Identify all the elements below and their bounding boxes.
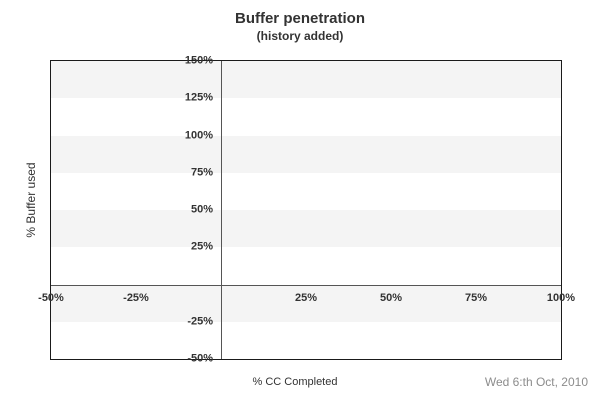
chart-title: Buffer penetration bbox=[234, 10, 365, 27]
plot-area: 150% 125% 100% 75% 50% 25% -25% -50% -50% -25% 25%… bbox=[38, 55, 575, 365]
x-tick-label: -50% bbox=[38, 291, 64, 304]
y-tick-label: 100% bbox=[184, 129, 213, 141]
y-tick-label: 50% bbox=[190, 203, 213, 216]
grid-band bbox=[51, 98, 561, 136]
grid-band bbox=[51, 210, 561, 248]
chart-subtitle: (history added) bbox=[256, 29, 344, 43]
grid-band bbox=[51, 172, 561, 210]
grid-band bbox=[51, 135, 561, 173]
date-stamp: Wed 6:th Oct, 2010 bbox=[484, 375, 588, 389]
grid-band bbox=[51, 247, 561, 285]
y-tick-label: 150% bbox=[184, 54, 213, 67]
x-tick-label: 75% bbox=[464, 291, 488, 304]
x-tick-label: 25% bbox=[294, 291, 318, 304]
y-axis-title: % Buffer used bbox=[24, 162, 38, 238]
x-axis-zero-line bbox=[51, 284, 561, 286]
y-tick-label: 125% bbox=[184, 91, 213, 104]
y-tick-label: -50% bbox=[187, 352, 213, 365]
x-tick-label: -25% bbox=[123, 291, 149, 304]
x-tick-label: 100% bbox=[546, 291, 576, 304]
grid-band bbox=[51, 321, 561, 359]
y-tick-label: 75% bbox=[190, 166, 213, 179]
y-tick-label: -25% bbox=[187, 315, 213, 328]
x-tick-label: 50% bbox=[379, 291, 403, 304]
x-axis-title: % CC Completed bbox=[252, 376, 338, 388]
grid-band bbox=[51, 284, 561, 322]
y-tick-label: 25% bbox=[190, 240, 213, 253]
y-axis-zero-line bbox=[221, 61, 222, 359]
grid-band bbox=[51, 61, 561, 99]
